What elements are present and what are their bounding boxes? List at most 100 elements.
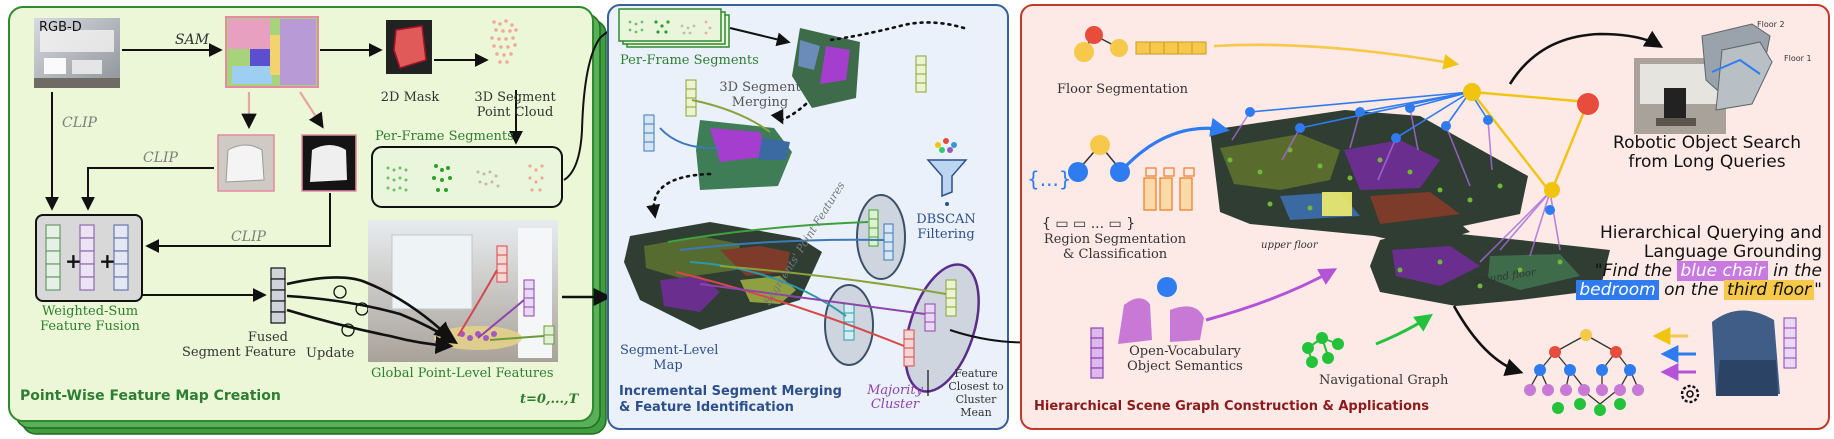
segment-3d-label-line2: Point Cloud <box>476 105 554 120</box>
crop-chair-image <box>217 134 275 192</box>
dbscan-label-line2: Filtering <box>917 227 975 242</box>
weighted-sum-label-line2: Feature Fusion <box>40 319 140 334</box>
gear-icon <box>1680 384 1700 404</box>
svg-text:{ ▭ ▭ ... ▭ }: { ▭ ▭ ... ▭ } <box>1042 216 1135 232</box>
panel1-title: Point-Wise Feature Map Creation <box>20 388 281 404</box>
fused-feature-label-line1: Fused <box>247 330 288 345</box>
region-segmentation-label-line2: & Classification <box>1062 247 1168 262</box>
masked-chair-image <box>301 134 357 192</box>
closest-feature-label-line4: Mean <box>960 406 992 419</box>
segment-merging-label: 3D Segment Merging <box>710 80 810 110</box>
open-vocab-label: Open-Vocabulary Object Semantics <box>1120 344 1250 374</box>
fused-feature-vector <box>270 267 286 324</box>
merged-map-mid <box>696 120 792 190</box>
merged-map-top <box>792 28 860 108</box>
open-vocab-object-icon <box>1090 277 1204 379</box>
query-part-1: "Find the <box>1594 261 1678 281</box>
rgbd-label: RGB-D <box>39 20 82 35</box>
segment-merging-label-line1: 3D Segment <box>719 80 801 95</box>
majority-cluster-label: Majority Cluster <box>862 384 928 412</box>
floor2-label: Floor 2 <box>1757 20 1785 29</box>
region-segmentation-label: Region Segmentation & Classification <box>1040 232 1190 262</box>
segment-merging-label-line2: Merging <box>731 95 789 110</box>
update-label: Update <box>306 346 355 361</box>
per-frame-segments-box <box>371 146 563 208</box>
panel2-vector-blue <box>643 114 655 152</box>
sam-label: SAM <box>175 32 210 48</box>
panel2-title-line2: & Feature Identification <box>619 400 794 415</box>
region-segmentation-icon: {...} { ▭ ▭ ... ▭ } <box>1027 135 1195 232</box>
mask-2d-label: 2D Mask <box>380 90 440 105</box>
query-part-7: " <box>1814 280 1822 300</box>
segment-level-map-label-line1: Segment-Level <box>620 343 719 358</box>
robot-search-label-line2: from Long Queries <box>1628 152 1786 172</box>
region-segmentation-label-line1: Region Segmentation <box>1043 232 1187 247</box>
per-frame-label-1: Per-Frame Segments <box>375 129 514 144</box>
sam-segmented-image <box>225 16 319 88</box>
scene-graph-nodes <box>1245 83 1599 215</box>
panel3-title: Hierarchical Scene Graph Construction & … <box>1034 399 1430 414</box>
clip-label-3: CLIP <box>231 229 266 245</box>
robot-search-label-line1: Robotic Object Search <box>1613 133 1801 153</box>
floor1-label: Floor 1 <box>1784 54 1812 63</box>
scene-graph-edges <box>1231 90 1590 263</box>
closest-feature-label-line2: Closest to <box>948 380 1004 393</box>
clip-label-1: CLIP <box>62 115 97 131</box>
query-part-3: in the <box>1767 261 1822 281</box>
dbscan-label-line1: DBSCAN <box>916 212 976 227</box>
navigational-graph-label: Navigational Graph <box>1319 373 1449 388</box>
panel1-pink-arrows <box>241 91 324 130</box>
feature-vector-green <box>543 325 555 345</box>
weighted-sum-label-line1: Weighted-Sum <box>41 304 139 319</box>
closest-feature-label: Feature Closest to Cluster Mean <box>948 367 1004 419</box>
query-highlight-floor: third floor <box>1724 280 1815 300</box>
robot-search-label: Robotic Object Search from Long Queries <box>1602 134 1812 172</box>
mask-2d-image <box>386 20 432 74</box>
majority-cluster-label-line1: Majority <box>867 383 923 398</box>
fused-feature-label-line2: Segment Feature <box>182 345 296 360</box>
rgbd-image <box>34 18 120 88</box>
svg-text:+: + <box>99 249 116 273</box>
global-features-label: Global Point-Level Features <box>371 366 554 381</box>
point-cloud-3d <box>490 19 518 64</box>
clip-label-2: CLIP <box>143 150 178 166</box>
open-vocab-label-line1: Open-Vocabulary <box>1129 344 1241 359</box>
weighted-sum-box: + + <box>35 214 143 302</box>
scene-graph-floor-map <box>1210 110 1610 306</box>
panel2-title: Incremental Segment Merging & Feature Id… <box>619 384 842 416</box>
segment-level-map-label: Segment-Level Map <box>620 343 719 373</box>
query-part-5: on the <box>1658 280 1725 300</box>
dbscan-label: DBSCAN Filtering <box>910 212 982 242</box>
panel3-arrows <box>1122 30 1696 381</box>
floor-segmentation-icon <box>1074 26 1207 62</box>
fused-feature-label: Fused Segment Feature <box>182 330 296 360</box>
svg-text:+: + <box>65 249 82 273</box>
feature-vector-purple <box>523 279 535 317</box>
chair-3d-model <box>1712 310 1797 396</box>
hierarchical-querying-label-line1: Hierarchical Querying and <box>1599 223 1822 243</box>
svg-text:{...}: {...} <box>1027 167 1072 191</box>
query-highlight-room: bedroom <box>1576 280 1659 300</box>
weighted-sum-label: Weighted-Sum Feature Fusion <box>28 304 152 334</box>
majority-cluster-label-line2: Cluster <box>870 397 920 412</box>
segment-3d-label-line1: 3D Segment <box>474 90 556 105</box>
per-frame-label-2: Per-Frame Segments <box>620 53 759 68</box>
panel2-lines <box>659 99 947 347</box>
per-frame-segments-stack <box>618 8 730 48</box>
closest-feature-label-line3: Cluster <box>955 393 997 406</box>
upper-floor-label: upper floor <box>1261 240 1318 251</box>
hierarchical-querying-label-line2: Language Grounding <box>1643 242 1822 262</box>
segment-level-map <box>624 222 822 330</box>
dbscan-funnel-icon <box>926 138 968 206</box>
hierarchy-tree-icon <box>1524 329 1644 416</box>
feature-vector-red <box>496 245 508 283</box>
query-text: "Find the blue chair in the bedroom on t… <box>1520 261 1822 300</box>
majority-cluster-ellipse <box>903 263 980 393</box>
closest-feature-label-line1: Feature <box>954 367 998 380</box>
cluster-ellipse-1 <box>856 194 906 280</box>
navigational-graph-icon <box>1302 332 1344 368</box>
time-range-label: t=0,...,T <box>520 392 579 407</box>
hierarchical-querying-label: Hierarchical Querying and Language Groun… <box>1560 224 1822 262</box>
multi-floor-map <box>1701 23 1773 111</box>
